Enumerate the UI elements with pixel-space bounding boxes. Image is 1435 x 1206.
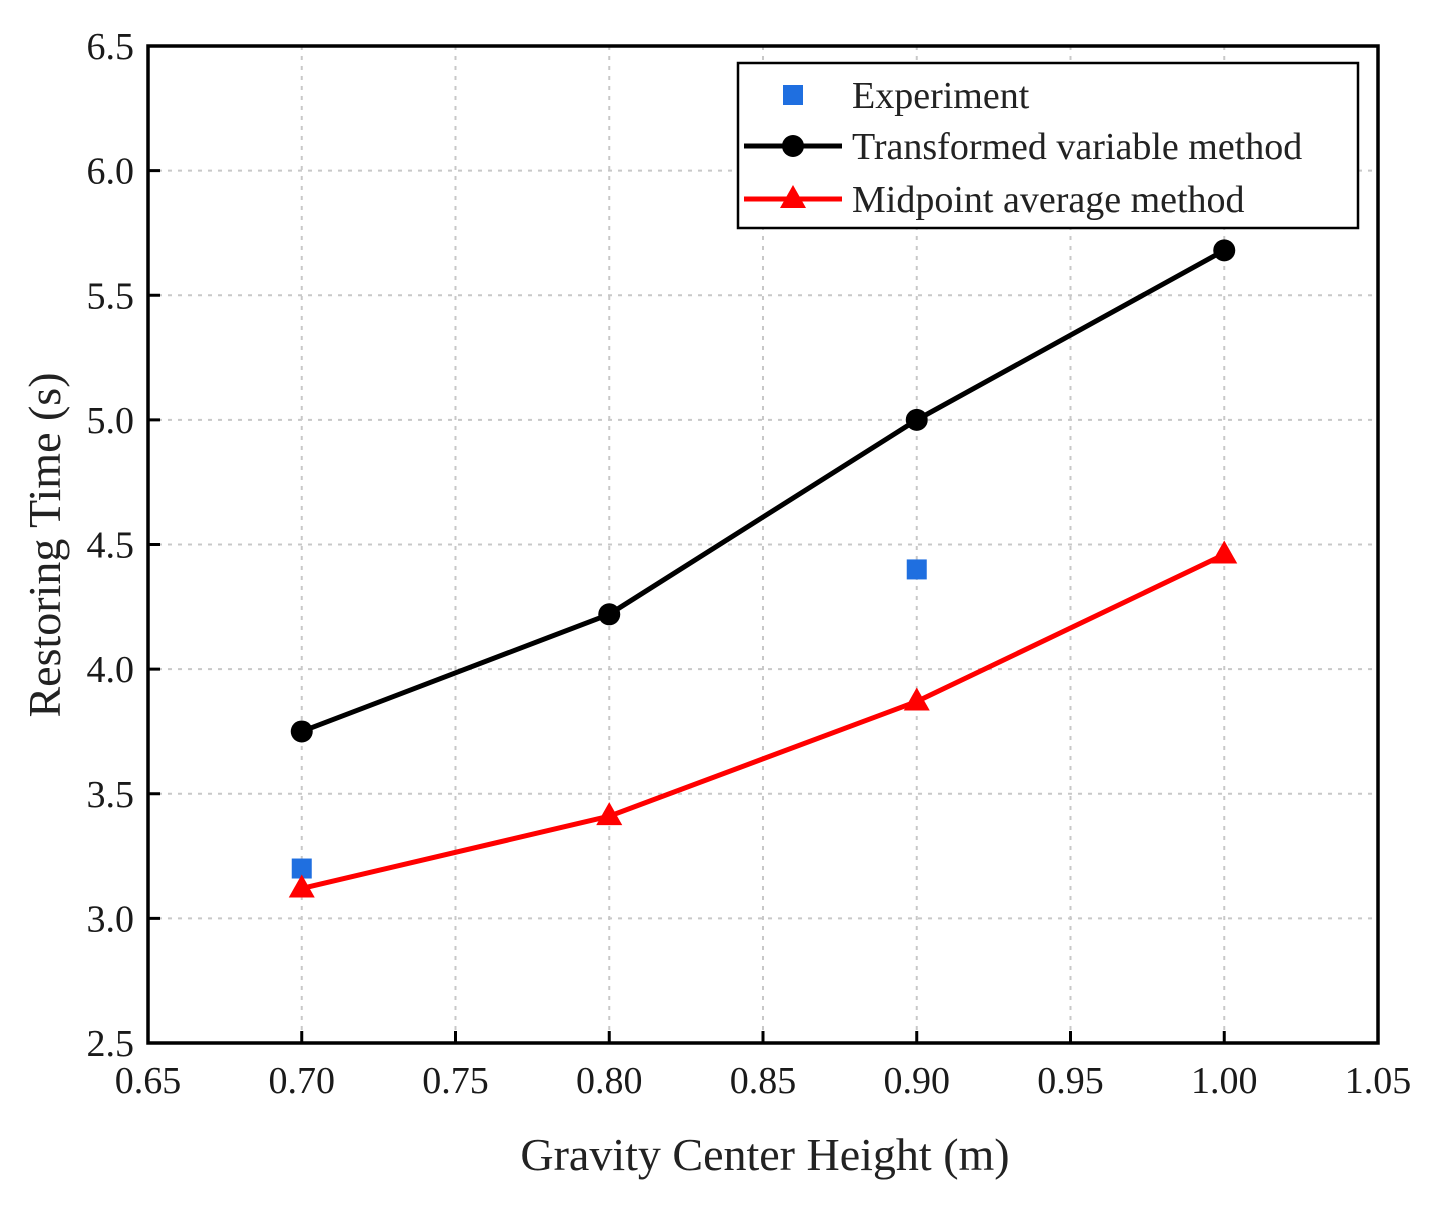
transformed-variable-method-point — [290, 720, 313, 743]
y-tick-label: 6.5 — [87, 26, 135, 68]
legend-marker-transformed-variable-method — [782, 135, 804, 157]
transformed-variable-method-line — [300, 248, 1226, 734]
transformed-variable-method-point — [1213, 239, 1236, 262]
plot-frame — [146, 44, 1380, 1045]
x-tick-label: 0.85 — [730, 1060, 797, 1102]
y-tick-label: 2.5 — [87, 1023, 135, 1065]
x-tick-label: 0.80 — [576, 1060, 643, 1102]
x-tick-label: 1.05 — [1345, 1060, 1412, 1102]
legend-label-experiment: Experiment — [852, 75, 1030, 117]
legend-label-transformed-variable-method: Transformed variable method — [852, 126, 1302, 168]
midpoint-average-method-line — [301, 552, 1226, 891]
x-tick-label: 0.75 — [422, 1060, 489, 1102]
experiment-point — [906, 559, 927, 580]
midpoint-average-method-point — [1211, 540, 1238, 564]
legend-marker-midpoint-average-method — [780, 185, 806, 208]
y-tick-label: 5.0 — [87, 400, 135, 442]
x-tick-label: 0.95 — [1037, 1060, 1104, 1102]
x-axis-title: Gravity Center Height (m) — [520, 1129, 1009, 1180]
legend-item-experiment: Experiment — [783, 75, 1030, 117]
legend-item-transformed-variable-method: Transformed variable method — [744, 126, 1302, 168]
tick-layer: 0.65 0.70 0.75 0.80 0.85 0.90 0.95 1.00 1.05 2.5 3… — [87, 26, 1412, 1102]
midpoint-average-method-point — [288, 874, 315, 898]
y-tick-label: 4.5 — [87, 525, 135, 567]
y-tick-label: 5.5 — [87, 275, 135, 317]
series-layer — [288, 239, 1238, 898]
x-tick-label: 0.65 — [115, 1060, 182, 1102]
legend-label-midpoint-average-method: Midpoint average method — [852, 179, 1245, 221]
series-transformed-variable-method — [290, 239, 1236, 743]
legend-item-midpoint-average-method: Midpoint average method — [744, 179, 1245, 221]
experiment-point — [291, 858, 312, 879]
series-midpoint-average-method — [288, 540, 1238, 898]
legend: Experiment Transformed variable method Mid… — [736, 61, 1360, 230]
x-tick-label: 0.90 — [884, 1060, 951, 1102]
y-tick-label: 6.0 — [87, 151, 135, 193]
y-tick-label: 3.5 — [87, 774, 135, 816]
x-tick-label: 1.00 — [1191, 1060, 1258, 1102]
midpoint-average-method-point — [903, 687, 930, 711]
transformed-variable-method-point — [905, 408, 928, 431]
transformed-variable-method-point — [598, 603, 621, 626]
y-tick-label: 3.0 — [87, 898, 135, 940]
midpoint-average-method-point — [596, 802, 623, 826]
series-experiment — [291, 559, 927, 879]
x-tick-label: 0.70 — [269, 1060, 336, 1102]
y-axis-title: Restoring Time (s) — [19, 372, 70, 717]
legend-marker-experiment — [783, 85, 803, 105]
y-tick-label: 4.0 — [87, 649, 135, 691]
